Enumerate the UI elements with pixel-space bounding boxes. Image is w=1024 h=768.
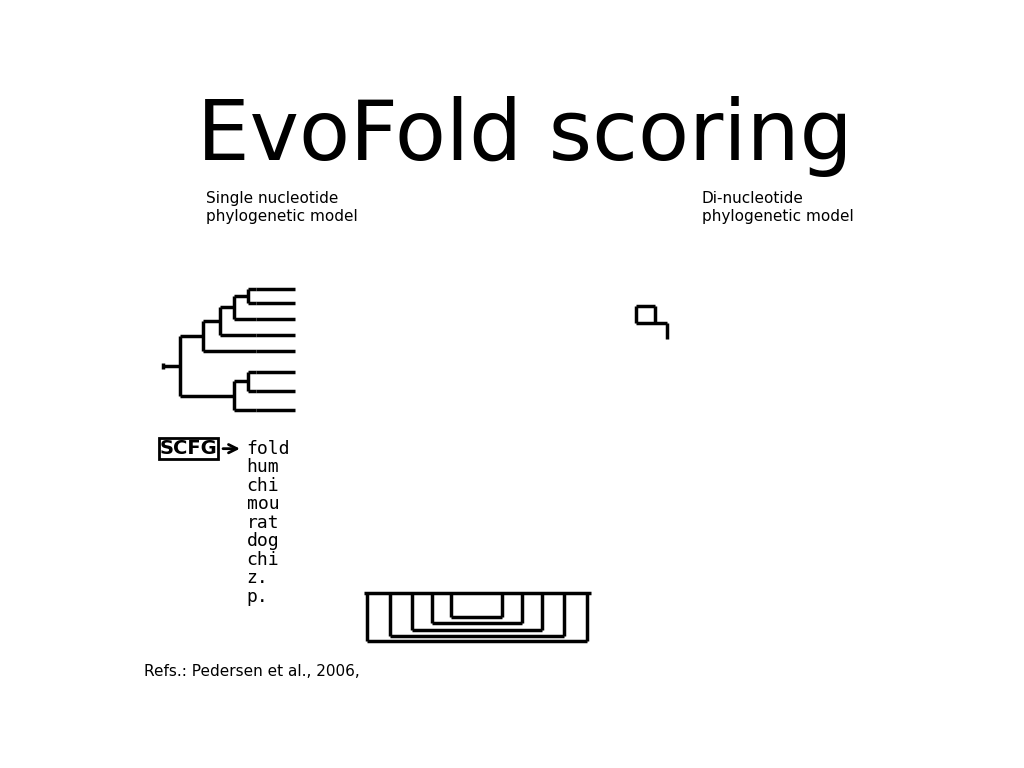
Text: rat: rat (247, 514, 280, 531)
Text: z.: z. (247, 569, 268, 587)
Text: Single nucleotide
phylogenetic model: Single nucleotide phylogenetic model (206, 191, 357, 223)
Text: mou: mou (247, 495, 280, 513)
Text: fold: fold (247, 439, 290, 458)
Text: SCFG: SCFG (160, 439, 217, 458)
Text: chi: chi (247, 477, 280, 495)
Text: dog: dog (247, 532, 280, 550)
Text: Refs.: Pedersen et al., 2006,: Refs.: Pedersen et al., 2006, (143, 664, 359, 679)
Text: hum: hum (247, 458, 280, 476)
Text: p.: p. (247, 588, 268, 605)
Text: Di-nucleotide
phylogenetic model: Di-nucleotide phylogenetic model (701, 191, 853, 223)
Bar (159, 438, 218, 459)
Text: EvoFold scoring: EvoFold scoring (197, 96, 853, 177)
Text: chi: chi (247, 551, 280, 568)
